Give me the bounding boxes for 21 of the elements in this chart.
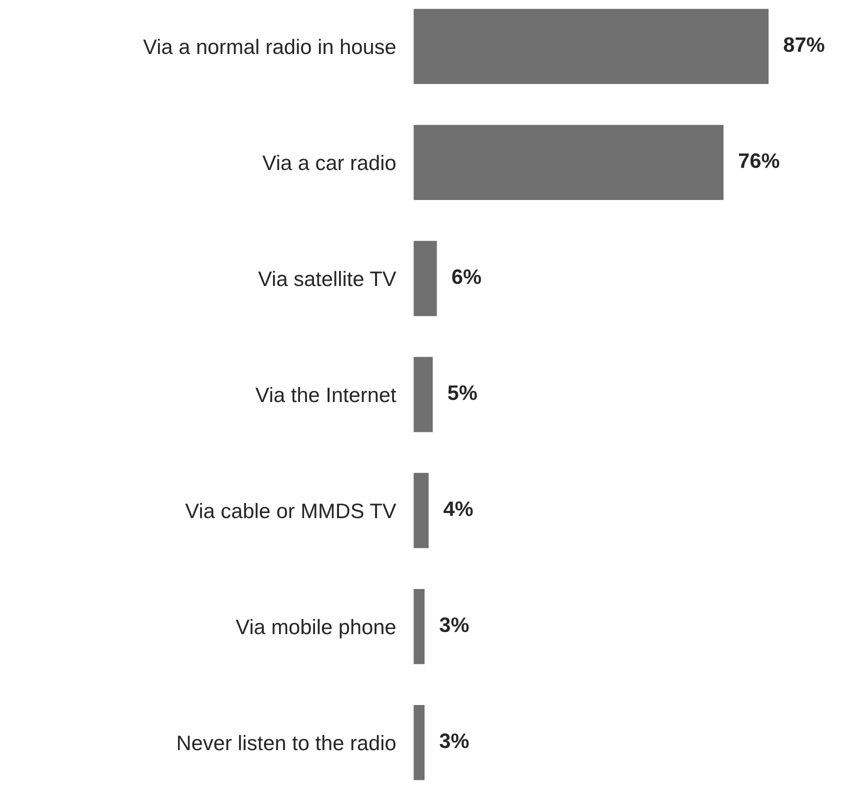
bar bbox=[412, 588, 426, 666]
data-label: 5% bbox=[448, 385, 477, 400]
bar bbox=[412, 123, 725, 202]
data-label: 76% bbox=[739, 153, 780, 168]
y-tick-label: Via satellite TV bbox=[258, 270, 396, 286]
bar bbox=[412, 239, 438, 318]
y-tick-label: Via a car radio bbox=[262, 154, 396, 170]
bar bbox=[412, 356, 434, 434]
data-label: 6% bbox=[452, 269, 481, 284]
data-label: 87% bbox=[784, 37, 824, 52]
bar bbox=[412, 472, 430, 550]
y-tick-label: Via the Internet bbox=[255, 386, 396, 402]
bar bbox=[412, 704, 426, 782]
y-tick-label: Via a normal radio in house bbox=[143, 38, 396, 54]
y-tick-label: Via cable or MMDS TV bbox=[185, 502, 396, 518]
bar bbox=[412, 7, 770, 86]
y-tick-label: Via mobile phone bbox=[236, 619, 396, 638]
data-label: 3% bbox=[440, 733, 469, 748]
y-tick-label: Never listen to the radio bbox=[178, 735, 396, 750]
data-label: 3% bbox=[440, 617, 469, 632]
data-label: 4% bbox=[444, 501, 473, 516]
